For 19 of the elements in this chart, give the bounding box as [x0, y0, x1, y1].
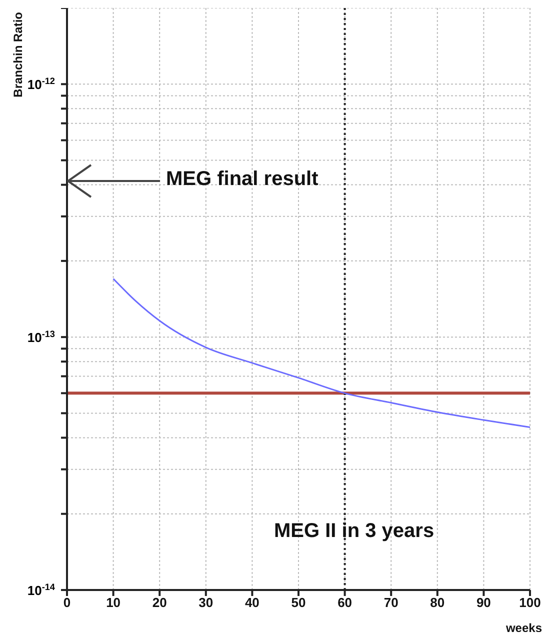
y-tick-label: 10$^{-13}$ — [27, 329, 55, 346]
y-axis-title: Branchin Ratio — [11, 12, 25, 98]
x-tick-label: 100 — [519, 595, 541, 610]
x-tick-label: 0 — [63, 595, 71, 610]
x-tick-label: 40 — [244, 595, 260, 610]
y-tick-label: 10$^{-12}$ — [27, 76, 55, 92]
x-tick-label: 70 — [384, 595, 398, 610]
x-tick-label: 50 — [291, 595, 306, 610]
x-tick-label: 10 — [106, 595, 121, 610]
x-tick-label: 90 — [476, 595, 491, 610]
x-axis-title: weeks — [504, 621, 542, 635]
line-series — [112, 278, 530, 428]
annotation: MEG II in 3 years — [274, 520, 434, 543]
x-tick-label: 80 — [430, 595, 445, 610]
x-tick-label: 30 — [198, 595, 214, 610]
annotation: MEG final result — [166, 168, 318, 191]
x-tick-label: 60 — [338, 595, 352, 610]
y-tick-label: 10$^{-14}$ — [27, 582, 56, 598]
x-tick-label: 20 — [152, 595, 167, 610]
